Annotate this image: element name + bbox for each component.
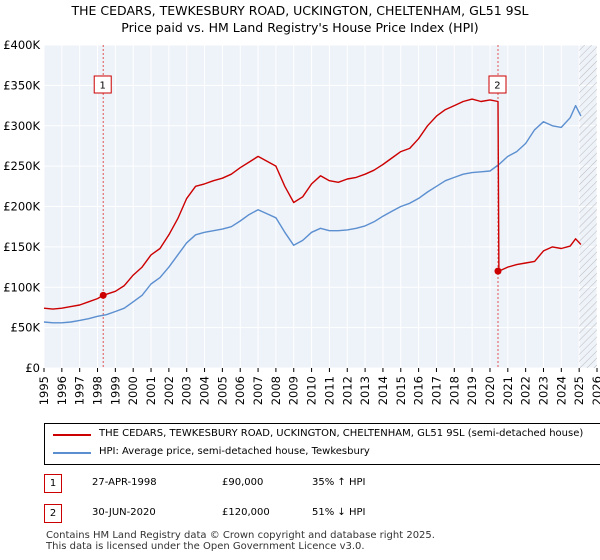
x-tick-label: 2001 — [144, 376, 158, 405]
x-tick-label: 2004 — [198, 376, 212, 405]
x-tick-label: 2009 — [287, 376, 301, 405]
y-tick-label: £250K — [3, 159, 40, 173]
forecast-hatch-area — [579, 45, 597, 368]
x-tick-label: 2018 — [447, 376, 461, 405]
y-tick-label: £50K — [11, 321, 41, 335]
x-tick-label: 1996 — [55, 376, 69, 405]
x-tick-label: 2010 — [305, 376, 319, 405]
x-tick-label: 2005 — [215, 376, 229, 405]
transaction-date: 30-JUN-2020 — [92, 507, 156, 518]
series-lines — [43, 98, 582, 324]
x-tick-label: 2013 — [358, 376, 372, 405]
legend: THE CEDARS, TEWKESBURY ROAD, UCKINGTON, … — [44, 423, 600, 465]
marker-label-1: 1 — [100, 81, 106, 92]
x-tick-label: 2006 — [233, 376, 247, 405]
legend-swatch-property — [53, 434, 91, 436]
transaction-price: £120,000 — [222, 507, 270, 518]
transaction-hpi-change: 35% ↑ HPI — [312, 477, 366, 488]
x-tick-label: 2000 — [126, 376, 140, 405]
legend-label-property: THE CEDARS, TEWKESBURY ROAD, UCKINGTON, … — [99, 428, 584, 439]
x-tick-label: 2026 — [590, 376, 600, 405]
transaction-hpi-change: 51% ↓ HPI — [312, 507, 366, 518]
x-tick-label: 2019 — [465, 376, 479, 405]
transaction-date: 27-APR-1998 — [92, 477, 157, 488]
y-tick-label: £0 — [25, 361, 40, 375]
transaction-badge: 2 — [44, 504, 62, 523]
transaction-badge: 1 — [44, 474, 62, 493]
x-tick-label: 2024 — [554, 376, 568, 405]
y-tick-label: £300K — [3, 119, 40, 133]
x-tick-label: 2003 — [180, 376, 194, 405]
x-tick-label: 2025 — [572, 376, 586, 405]
hpi-line — [43, 104, 582, 324]
x-tick-label: 2008 — [269, 376, 283, 405]
x-tick-label: 2016 — [412, 376, 426, 405]
legend-swatch-hpi — [53, 452, 91, 454]
x-tick-label: 2012 — [340, 376, 354, 405]
x-tick-label: 2002 — [162, 376, 176, 405]
x-tick-label: 2014 — [376, 376, 390, 405]
x-tick-label: 2020 — [483, 376, 497, 405]
x-tick-label: 1997 — [73, 376, 87, 405]
chart-subtitle: Price paid vs. HM Land Registry's House … — [121, 20, 479, 35]
transaction-price: £90,000 — [222, 477, 264, 488]
x-tick-label: 1999 — [108, 376, 122, 405]
x-tick-label: 2022 — [519, 376, 533, 405]
x-tick-label: 2015 — [394, 376, 408, 405]
x-axis: 1995 1996 1997 1998 1999 2000 2001 2002 2003 2004… — [37, 368, 600, 405]
y-tick-label: £350K — [3, 78, 40, 92]
legend-label-hpi: HPI: Average price, semi-detached house,… — [99, 446, 370, 457]
x-tick-label: 1998 — [91, 376, 105, 405]
marker-box-1 — [93, 75, 112, 94]
x-tick-label: 2021 — [501, 376, 515, 405]
footer-copyright: Contains HM Land Registry data © Crown c… — [46, 530, 435, 541]
marker-label-2: 2 — [494, 81, 500, 92]
marker-box-2 — [488, 75, 507, 94]
y-tick-label: £100K — [3, 280, 40, 294]
sale-point-2 — [494, 267, 502, 275]
y-tick-label: £400K — [3, 38, 40, 52]
y-axis: £0 £50K £100K £150K £200K £250K £300K £350K £400… — [3, 38, 40, 375]
x-tick-label: 2011 — [322, 376, 336, 405]
property-price-line — [43, 98, 582, 310]
sale-point-1 — [99, 291, 107, 299]
x-tick-label: 2007 — [251, 376, 265, 405]
y-tick-label: £200K — [3, 200, 40, 214]
y-tick-label: £150K — [3, 240, 40, 254]
x-tick-label: 2023 — [536, 376, 550, 405]
chart-title: THE CEDARS, TEWKESBURY ROAD, UCKINGTON, … — [71, 3, 529, 18]
x-tick-label: 1995 — [37, 376, 51, 405]
x-tick-label: 2017 — [429, 376, 443, 405]
footer-licence: This data is licensed under the Open Gov… — [46, 541, 365, 552]
